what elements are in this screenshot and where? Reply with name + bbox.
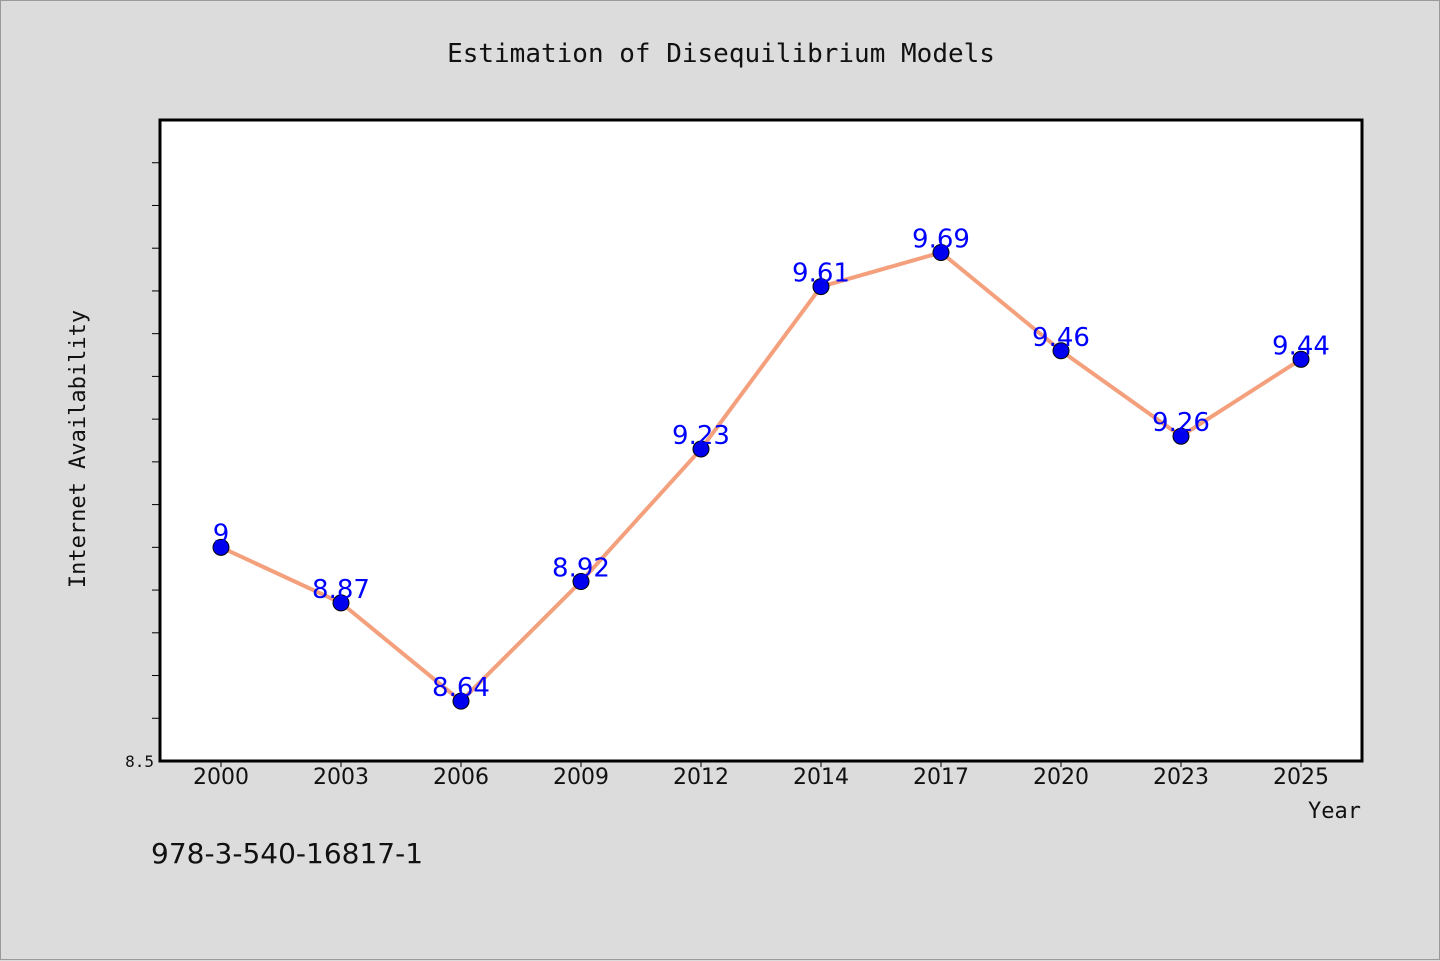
data-point: [932, 243, 950, 261]
x-tick-label: 2012: [673, 765, 729, 790]
data-label: 9.69: [912, 224, 970, 254]
y-axis-title: Internet Availability: [66, 310, 91, 588]
data-point: [692, 440, 710, 458]
data-label: 8.87: [312, 575, 370, 605]
data-point: [1292, 350, 1310, 368]
data-point: [452, 692, 470, 710]
isbn-footer: 978-3-540-16817-1: [151, 837, 423, 870]
x-tick-label: 2000: [193, 765, 249, 790]
series-labels-group: 9 8.87 8.64 8.92 9.23 9.61 9.69 9.46 9.26 9.44: [213, 224, 1330, 703]
series-line-group: [220, 250, 1303, 704]
data-label: 9.26: [1152, 408, 1210, 438]
data-point: [572, 573, 590, 591]
x-tick-label: 2003: [313, 765, 369, 790]
data-point: [812, 278, 830, 296]
x-tick-label: 2025: [1273, 765, 1329, 790]
x-tick-label: 2020: [1033, 765, 1089, 790]
data-label: 9.61: [792, 259, 850, 289]
y-axis-ticks: [152, 162, 160, 719]
x-tick-label: 2009: [553, 765, 609, 790]
data-label: 9.44: [1272, 331, 1330, 361]
y-tick-label-min: 8.5: [125, 752, 154, 771]
plot-area: [158, 118, 1364, 763]
data-point: [212, 538, 230, 556]
data-label: 9.23: [672, 421, 730, 451]
data-label: 8.92: [552, 554, 610, 584]
x-axis-ticks: 2000 2003 2006 2009 2012 2014 2017 2020 2023 2025: [193, 761, 1329, 790]
x-axis-title: Year: [1308, 799, 1361, 824]
x-tick-label: 2017: [913, 765, 969, 790]
data-point: [332, 594, 350, 612]
x-tick-label: 2023: [1153, 765, 1209, 790]
data-label: 9.46: [1032, 323, 1090, 353]
series-points-group: [212, 243, 1310, 710]
data-label: 8.64: [432, 673, 490, 703]
data-label: 9: [213, 519, 230, 549]
data-point: [1052, 342, 1070, 360]
x-tick-label: 2006: [433, 765, 489, 790]
data-point: [1172, 427, 1190, 445]
series-line: [220, 250, 1303, 704]
chart-title: Estimation of Disequilibrium Models: [447, 39, 995, 69]
x-tick-label: 2014: [793, 765, 849, 790]
